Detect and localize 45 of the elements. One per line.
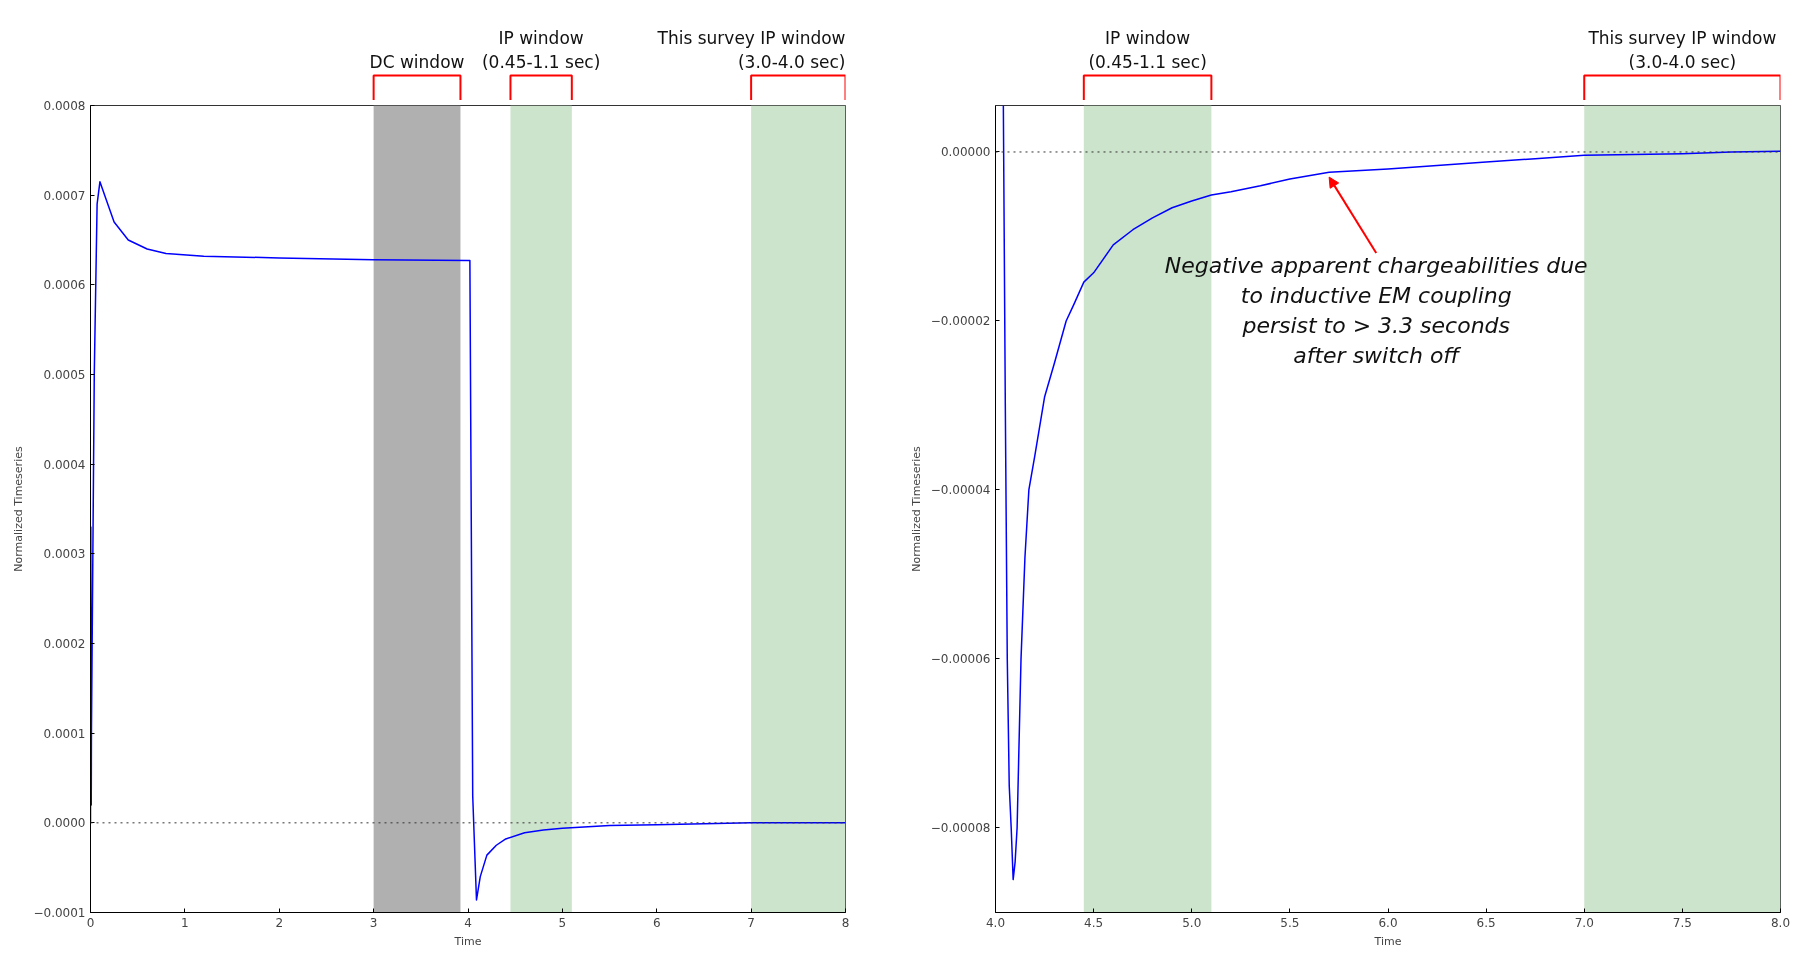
x-tick-label: 4 (464, 915, 472, 930)
x-tick-label: 7.5 (1672, 915, 1692, 930)
y-tick-label: 0.0006 (43, 278, 86, 293)
x-tick-label: 7.0 (1574, 915, 1594, 930)
line-series (90, 180, 846, 901)
x-axis-title: Time (453, 934, 482, 948)
x-tick-label: 2 (275, 915, 284, 930)
x-tick-label: 5.5 (1280, 915, 1300, 930)
x-tick-label: 6 (652, 915, 661, 930)
y-tick-label: 0.00000 (940, 145, 991, 160)
y-tick-label: −0.00008 (930, 821, 991, 836)
y-axis-title: Normalized Timeseries (909, 446, 923, 572)
y-tick-label: −0.00002 (930, 314, 991, 329)
x-tick-label: 7 (747, 915, 755, 930)
y-tick-label: 0.0003 (43, 547, 86, 562)
annotation: Negative apparent chargeabilities due to inductive EM coupling persist to > 3.3 seconds after switch off (1164, 252, 1588, 368)
y-tick-label: 0.0001 (43, 726, 86, 741)
x-axis-title: Time (1373, 934, 1402, 948)
x-tick-label: 0 (86, 915, 95, 930)
x-tick-label: 5 (558, 915, 567, 930)
y-tick-label: 0.0000 (43, 816, 86, 831)
y-tick-label: 0.0005 (43, 368, 86, 382)
band-label: DC window (369, 51, 465, 72)
line-series (1002, 105, 1781, 881)
x-tick-label: 6.0 (1378, 915, 1398, 930)
y-tick-label: 0.0004 (43, 457, 86, 472)
x-tick-label: 3 (369, 915, 378, 930)
x-tick-label: 6.5 (1476, 915, 1496, 930)
band-label: IP window (0.45-1.1 sec) (481, 27, 601, 72)
band-label: This survey IP window (3.0-4.0 sec) (656, 27, 846, 72)
x-tick-label: 1 (181, 915, 189, 930)
y-tick-label: −0.0001 (33, 906, 86, 920)
y-tick-label: 0.0008 (43, 99, 86, 113)
x-tick-label: 4.5 (1084, 915, 1104, 930)
x-tick-label: 5.0 (1182, 915, 1202, 930)
y-tick-label: −0.00004 (930, 483, 991, 498)
band-label: This survey IP window (3.0-4.0 sec) (1587, 27, 1777, 72)
y-axis-title: Normalized Timeseries (12, 446, 26, 572)
y-tick-label: 0.0002 (43, 637, 86, 651)
x-tick-label: 4.0 (985, 915, 1006, 930)
x-tick-label: 8.0 (1770, 915, 1791, 930)
band-label: IP window (0.45-1.1 sec) (1088, 27, 1207, 72)
y-tick-label: −0.00006 (930, 652, 991, 667)
x-tick-label: 8 (841, 915, 850, 930)
y-tick-label: 0.0007 (43, 188, 86, 203)
